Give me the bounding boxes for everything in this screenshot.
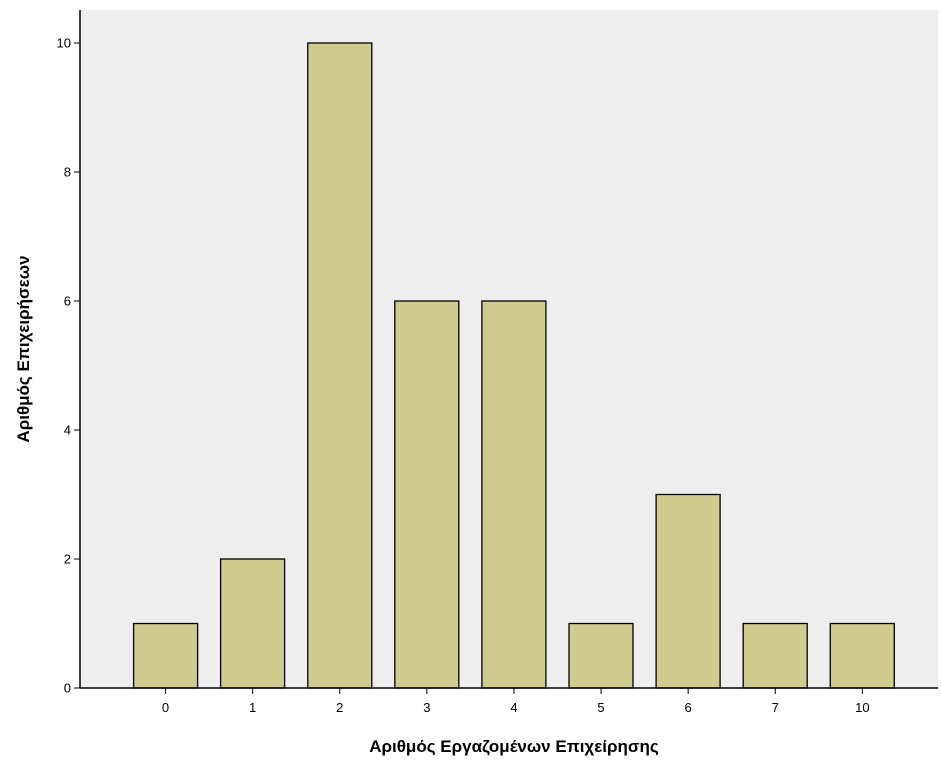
x-tick-label: 6 [685,700,692,715]
bar-3 [394,300,460,689]
x-tick-label: 1 [249,700,256,715]
bar-1 [219,558,286,689]
y-tick-label: 0 [64,681,71,696]
y-axis-title: Αριθμός Επιχειρήσεων [14,255,33,442]
y-tick-label: 10 [57,36,71,51]
bar-5 [568,622,634,689]
y-tick-label: 8 [64,165,71,180]
x-tick-label: 10 [855,700,869,715]
x-tick-label: 0 [162,700,169,715]
bar-7 [742,622,808,689]
bar-0 [132,622,199,689]
x-tick-label: 5 [597,700,604,715]
axes [79,10,938,689]
x-tick-label: 2 [336,700,343,715]
x-tick-label: 3 [423,700,430,715]
x-axis-title: Αριθμός Εργαζομένων Επιχείρησης [369,737,659,756]
bar-6 [655,493,721,689]
bars [132,42,895,689]
y-tick-label: 6 [64,294,71,309]
x-tick-label: 7 [772,700,779,715]
x-tick-label: 4 [510,700,517,715]
bar-10 [829,622,895,689]
x-axis-ticks: 0 1 2 3 4 5 6 7 10 [162,688,870,715]
y-axis-ticks: 0 2 4 6 8 10 [57,36,80,696]
y-tick-label: 4 [64,423,71,438]
bar-4 [481,300,547,689]
y-tick-label: 2 [64,552,71,567]
bar-2 [307,42,373,689]
